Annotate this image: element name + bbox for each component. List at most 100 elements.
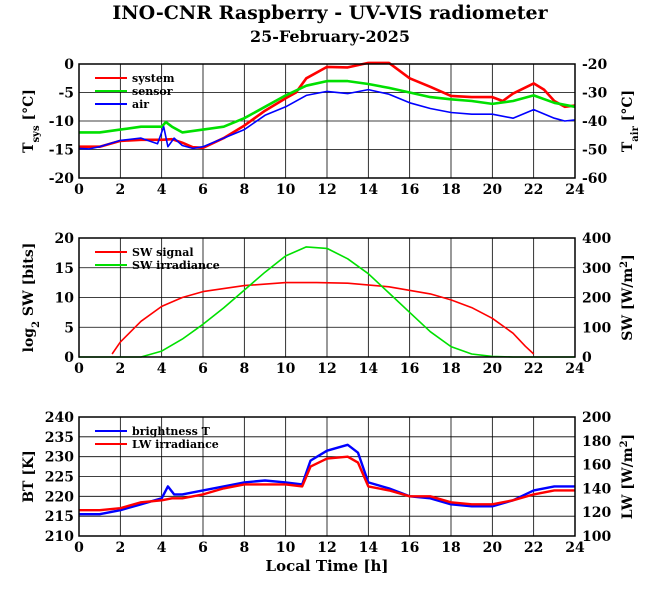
x-tick-label: 6	[198, 361, 208, 377]
x-tick-label: 16	[400, 361, 419, 377]
y-left-tick-label: -10	[49, 114, 75, 130]
y-right-axis-label: Tair [°C]	[620, 90, 641, 152]
y-left-tick-label: 230	[45, 450, 74, 466]
series-line-sw-irradiance	[79, 246, 575, 358]
x-tick-label: 4	[157, 540, 167, 556]
temperature-panel: 0 2 4 6 8 10 12 14 16 18 20 22 240-5-10-15-20-20-30-…	[21, 57, 641, 198]
legend-label: system	[132, 72, 175, 85]
y-left-tick-label: -15	[49, 143, 74, 159]
y-right-tick-label: 100	[582, 320, 611, 336]
x-tick-label: 14	[359, 540, 379, 556]
y-right-tick-label: 400	[582, 231, 611, 247]
x-tick-label: 2	[115, 361, 125, 377]
chart-date: 25-February-2025	[249, 27, 411, 46]
y-left-tick-label: 235	[45, 430, 74, 446]
y-right-axis-label: LW [W/m2]	[619, 434, 637, 519]
x-tick-label: 6	[198, 182, 208, 198]
series-line-brightness-t	[79, 443, 575, 516]
y-right-tick-label: 200	[582, 291, 611, 307]
legend-label: air	[132, 98, 149, 111]
x-tick-label: 22	[524, 361, 543, 377]
y-right-tick-label: 140	[582, 481, 611, 497]
x-tick-label: 20	[483, 540, 503, 556]
legend-label: brightness T	[132, 425, 211, 438]
legend-label: SW signal	[132, 246, 194, 259]
x-tick-label: 8	[239, 361, 249, 377]
y-right-axis-label: SW [W/m2]	[619, 254, 637, 341]
y-left-tick-label: 20	[55, 231, 75, 247]
y-left-tick-label: 220	[45, 489, 74, 505]
x-tick-label: 22	[524, 182, 543, 198]
x-tick-label: 2	[115, 182, 125, 198]
y-right-tick-label: 120	[582, 505, 611, 521]
x-tick-label: 10	[276, 182, 296, 198]
x-tick-label: 22	[524, 540, 543, 556]
x-tick-label: 24	[565, 361, 585, 377]
x-tick-label: 20	[483, 182, 503, 198]
x-tick-label: 4	[157, 182, 167, 198]
x-tick-label: 16	[400, 540, 419, 556]
y-left-axis-label: BT [K]	[21, 450, 37, 503]
x-axis-label: Local Time [h]	[266, 557, 389, 575]
y-right-tick-label: 160	[582, 458, 611, 474]
y-right-tick-label: -30	[582, 86, 608, 102]
legend-label: SW irradiance	[132, 259, 220, 272]
y-left-tick-label: 10	[55, 291, 75, 307]
y-left-tick-label: -5	[58, 86, 74, 102]
series-line-sensor	[79, 79, 576, 134]
x-tick-label: 0	[74, 361, 84, 377]
y-left-tick-label: 15	[55, 261, 74, 277]
y-right-tick-label: -20	[582, 57, 608, 73]
y-left-tick-label: 0	[64, 57, 74, 73]
y-left-tick-label: 225	[45, 470, 74, 486]
y-right-tick-label: -40	[582, 114, 608, 130]
y-left-axis-label: log2 SW [bits]	[21, 243, 42, 353]
y-right-tick-label: 0	[582, 350, 592, 366]
series-line-system	[79, 61, 576, 150]
y-left-tick-label: 215	[45, 509, 74, 525]
x-tick-label: 18	[441, 540, 460, 556]
legend-label: sensor	[132, 85, 173, 98]
x-tick-label: 8	[239, 540, 249, 556]
y-left-tick-label: 0	[64, 350, 74, 366]
x-tick-label: 12	[317, 182, 336, 198]
chart-title: INO-CNR Raspberry - UV-VIS radiometer	[112, 2, 548, 24]
y-right-tick-label: 180	[582, 434, 611, 450]
y-left-axis-label: Tsys [°C]	[21, 89, 42, 153]
y-right-tick-label: 300	[582, 261, 611, 277]
x-tick-label: 20	[483, 361, 503, 377]
x-tick-label: 14	[359, 361, 379, 377]
series-line-sw-signal	[111, 281, 535, 355]
x-tick-label: 8	[239, 182, 249, 198]
legend-label: LW irradiance	[132, 438, 219, 451]
x-tick-label: 18	[441, 361, 460, 377]
plot-frame	[78, 416, 576, 537]
x-tick-label: 12	[317, 540, 336, 556]
x-tick-label: 10	[276, 540, 296, 556]
y-left-tick-label: 210	[45, 529, 74, 545]
x-tick-label: 6	[198, 540, 208, 556]
x-tick-label: 18	[441, 182, 460, 198]
x-tick-label: 24	[565, 540, 585, 556]
x-tick-label: 16	[400, 182, 419, 198]
y-left-tick-label: -20	[49, 171, 75, 187]
x-tick-label: 0	[74, 540, 84, 556]
y-left-tick-label: 5	[64, 320, 74, 336]
x-tick-label: 4	[157, 361, 167, 377]
x-tick-label: 12	[317, 361, 336, 377]
y-right-tick-label: 200	[582, 410, 611, 426]
y-right-tick-label: 100	[582, 529, 611, 545]
y-right-tick-label: -50	[582, 143, 608, 159]
shortwave-panel: 0 2 4 6 8 10 12 14 16 18 20 22 240510152001002003004…	[21, 231, 636, 377]
y-right-tick-label: -60	[582, 171, 608, 187]
x-tick-label: 0	[74, 182, 84, 198]
series-line-air	[78, 88, 576, 150]
plot-frame	[78, 63, 576, 179]
x-tick-label: 14	[359, 182, 379, 198]
longwave-panel: 0 2 4 6 8 10 12 14 16 18 20 22 242102152202252302352…	[21, 410, 636, 575]
plot-frame	[78, 237, 576, 358]
x-tick-label: 10	[276, 361, 296, 377]
x-tick-label: 2	[115, 540, 125, 556]
x-tick-label: 24	[565, 182, 585, 198]
